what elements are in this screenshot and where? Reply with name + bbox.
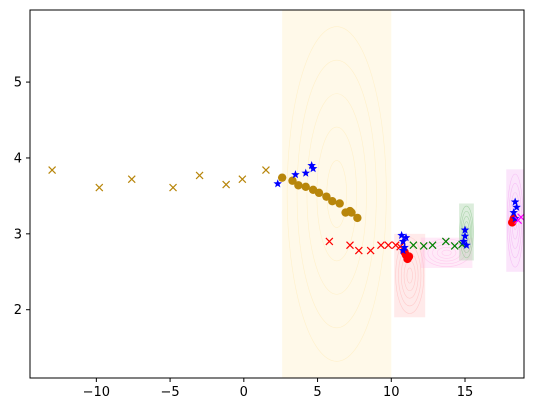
y-tick-label: 4 [14,151,22,166]
star-marker [400,242,409,252]
cross-marker [262,166,270,175]
cross-marker [195,171,204,180]
density-contour [506,173,524,268]
circle-marker [353,213,362,223]
density-contour [406,267,413,284]
circle-marker [345,206,355,216]
cross-marker [428,241,437,250]
cross-marker [384,241,393,250]
star-marker [459,236,468,246]
cross-marker [419,242,428,250]
marks-layer [48,161,524,264]
star-marker [509,208,518,217]
x-tick-label: 15 [457,385,474,400]
y-tick-label: 2 [14,303,22,318]
cross-marker [222,180,231,189]
density-contour [462,216,471,248]
cross-marker [514,216,523,225]
star-marker [307,161,316,170]
star-marker [510,214,520,223]
cross-marker [450,242,459,250]
cross-marker [346,241,354,250]
density-contour [306,93,367,295]
star-marker [512,202,521,211]
circle-marker [314,188,324,198]
cross-marker [325,237,334,246]
cross-marker [409,241,418,250]
star-marker [273,179,283,188]
star-marker [460,231,470,240]
star-marker [460,225,470,234]
density-layer [282,10,524,378]
plot-frame [29,9,525,379]
x-tick-label: 0 [240,385,248,400]
x-tick-label: 10 [383,385,400,400]
circle-marker [328,197,337,206]
x-axis: −10 −5 0 5 10 15 [83,378,474,400]
circle-marker [288,176,297,185]
x-tick-label: −5 [161,385,180,400]
circle-marker [294,181,303,190]
star-marker [398,246,408,255]
cross-marker [169,183,177,192]
density-region [282,10,392,378]
star-marker [510,197,520,206]
density-contour [422,238,471,267]
density-contour [436,246,457,259]
star-marker [291,170,300,179]
density-contour [441,249,452,256]
y-tick-label: 5 [14,76,22,91]
cross-marker [48,166,57,175]
cross-marker [238,175,247,184]
cross-marker [354,246,363,255]
star-marker [398,236,408,246]
density-region [394,233,426,318]
density-contour [398,244,422,307]
circle-marker [335,199,344,208]
cross-marker [441,237,450,246]
cross-marker [95,183,104,192]
density-contour [460,210,473,253]
star-marker [397,230,406,239]
density-contour [296,59,377,329]
cross-marker [391,241,400,250]
density-contour [395,237,425,314]
density-contour [459,205,474,259]
density-contour [286,26,387,362]
star-marker [401,233,411,242]
y-tick-label: 3 [14,227,22,242]
circle-marker [301,182,310,191]
star-marker [301,168,311,177]
density-contour [432,244,461,262]
x-tick-label: 5 [313,385,321,400]
circle-marker [403,254,412,264]
x-tick-label: −10 [83,385,110,400]
y-axis: 2 3 4 5 [14,76,30,318]
circle-marker [322,192,331,201]
cross-marker [366,246,375,255]
star-marker [462,240,471,249]
circle-marker [277,173,287,182]
cross-marker [127,175,136,184]
cross-marker [377,241,385,250]
